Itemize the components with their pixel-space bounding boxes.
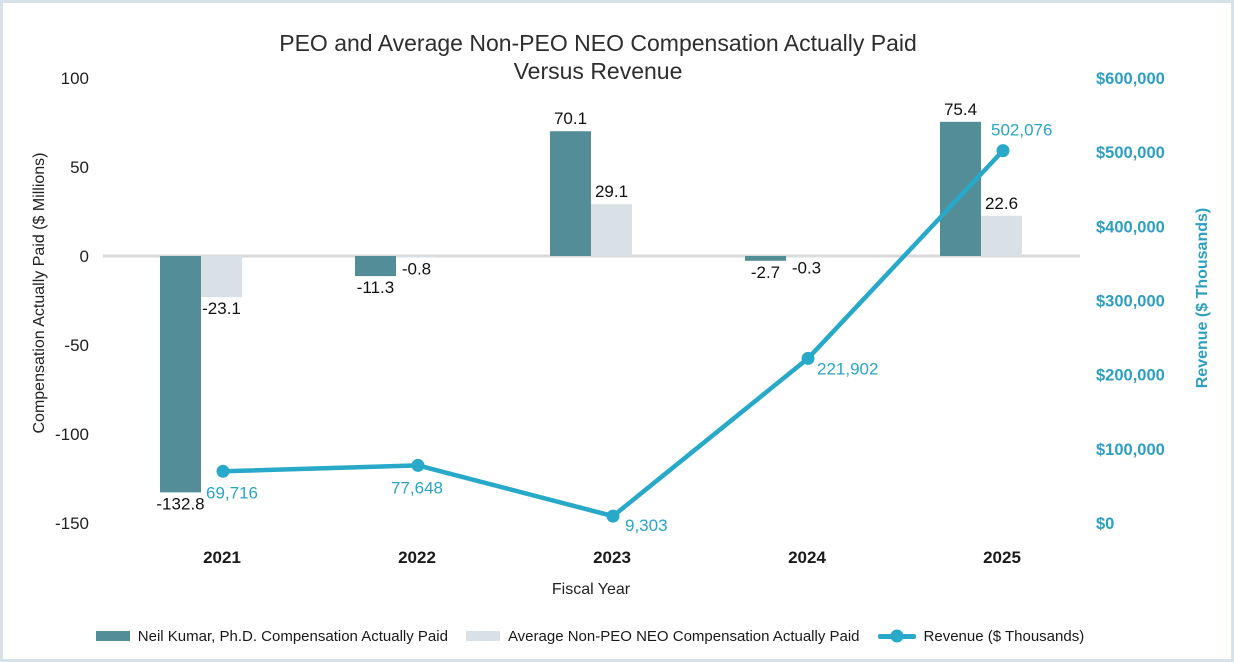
right-axis-title: Revenue ($ Thousands) xyxy=(1194,207,1211,389)
bar-value-label: -23.1 xyxy=(202,299,241,318)
left-axis-tick: 0 xyxy=(80,247,89,266)
plot-area: 100 50 0 -50 -100 -150 $600,000 $500,000 $400,00… xyxy=(55,69,1165,567)
revenue-value-label: 502,076 xyxy=(991,121,1052,140)
revenue-point xyxy=(216,464,230,478)
revenue-point xyxy=(801,351,815,365)
right-axis-tick: $300,000 xyxy=(1096,293,1165,311)
revenue-value-label: 9,303 xyxy=(625,516,668,535)
revenue-point xyxy=(996,144,1010,158)
right-axis-tick: $0 xyxy=(1096,515,1114,533)
right-axis-tick: $500,000 xyxy=(1096,144,1165,162)
nonpeo-bar xyxy=(591,204,632,256)
right-axis-tick: $200,000 xyxy=(1096,367,1165,385)
left-axis-tick: -150 xyxy=(55,514,89,533)
x-axis-year-label: 2022 xyxy=(398,548,436,567)
revenue-dot-icon xyxy=(890,629,904,643)
peo-bar xyxy=(745,256,786,261)
chart-title-line2: Versus Revenue xyxy=(513,58,683,84)
left-axis-tick: -50 xyxy=(64,336,89,355)
nonpeo-bar xyxy=(981,215,1022,256)
legend-item-nonpeo: Average Non-PEO NEO Compensation Actuall… xyxy=(465,627,860,645)
legend: Neil Kumar, Ph.D. Compensation Actually … xyxy=(3,624,1177,648)
left-axis-tick: -100 xyxy=(55,425,89,444)
revenue-value-label: 69,716 xyxy=(206,483,258,502)
bar-value-label: 22.6 xyxy=(985,194,1018,213)
chart-title: PEO and Average Non-PEO NEO Compensation… xyxy=(3,29,1193,85)
chart-title-line1: PEO and Average Non-PEO NEO Compensation… xyxy=(279,30,917,56)
bar-value-label: -11.3 xyxy=(357,278,395,297)
revenue-value-label: 77,648 xyxy=(391,478,443,497)
x-axis-year-label: 2024 xyxy=(788,548,826,567)
right-axis-tick: $600,000 xyxy=(1096,70,1165,88)
bar-value-label: 29.1 xyxy=(595,182,628,201)
nonpeo-series-swatch-icon xyxy=(465,631,500,641)
bar-value-label: 70.1 xyxy=(554,109,587,128)
peo-series-swatch-icon xyxy=(95,631,130,641)
legend-label-revenue: Revenue ($ Thousands) xyxy=(923,627,1085,645)
peo-bar xyxy=(550,131,591,256)
left-axis-title: Compensation Actually Paid ($ Millions) xyxy=(31,152,48,434)
right-axis-tick: $400,000 xyxy=(1096,218,1165,236)
revenue-point xyxy=(606,509,620,523)
x-axis-year-label: 2023 xyxy=(593,548,631,567)
peo-bar xyxy=(355,256,396,277)
nonpeo-bar xyxy=(201,256,242,298)
x-axis-year-label: 2021 xyxy=(203,548,241,567)
bar-value-label: -132.8 xyxy=(156,494,204,513)
x-axis-year-label: 2025 xyxy=(983,548,1021,567)
left-axis-tick: 100 xyxy=(61,69,89,88)
revenue-point xyxy=(411,458,425,472)
legend-label-peo: Neil Kumar, Ph.D. Compensation Actually … xyxy=(137,627,448,645)
bar-value-label: -0.8 xyxy=(402,259,431,278)
nonpeo-bar xyxy=(396,256,437,258)
bar-value-label: -2.7 xyxy=(751,263,780,282)
revenue-line-swatch-icon xyxy=(877,629,916,643)
revenue-value-label: 221,902 xyxy=(817,359,878,378)
right-axis-tick: $100,000 xyxy=(1096,441,1165,459)
legend-label-nonpeo: Average Non-PEO NEO Compensation Actuall… xyxy=(507,627,860,645)
left-axis-tick: 50 xyxy=(70,158,89,177)
peo-bar xyxy=(160,256,201,493)
nonpeo-bar xyxy=(786,256,827,257)
bar-value-label: -0.3 xyxy=(792,259,821,278)
peo-bar xyxy=(940,121,981,257)
bar-value-label: 75.4 xyxy=(944,100,977,119)
legend-item-peo: Neil Kumar, Ph.D. Compensation Actually … xyxy=(95,627,448,645)
legend-item-revenue: Revenue ($ Thousands) xyxy=(877,627,1085,645)
x-axis-title: Fiscal Year xyxy=(551,581,631,598)
